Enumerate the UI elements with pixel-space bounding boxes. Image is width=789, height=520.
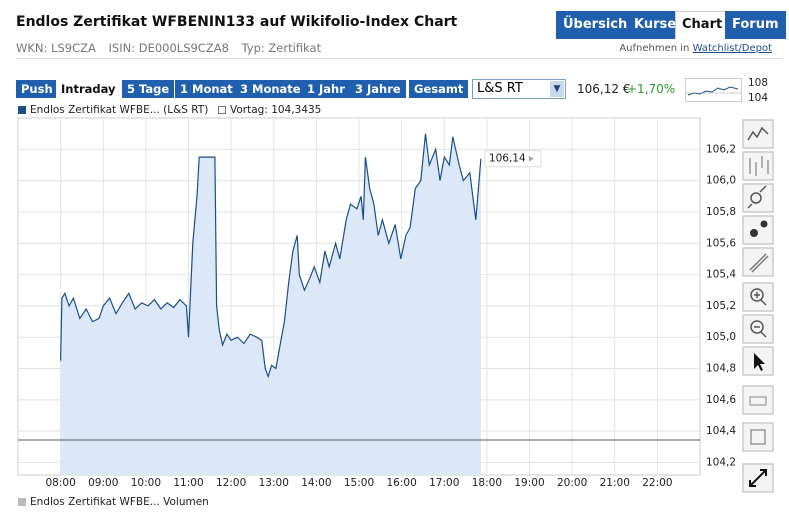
range-button[interactable]: 3 Monate: [235, 80, 306, 98]
tab[interactable]: Übersicht: [556, 11, 641, 39]
tab[interactable]: Chart: [675, 11, 730, 39]
range-button[interactable]: Gesamt: [409, 80, 469, 98]
x-tick-label: 16:00: [386, 477, 416, 489]
x-tick-label: 15:00: [344, 477, 374, 489]
mini-label: 104: [748, 92, 769, 104]
range-button[interactable]: 3 Jahre: [350, 80, 406, 98]
x-tick-label: 14:00: [301, 477, 331, 489]
y-tick-label: 104,8: [706, 363, 736, 375]
tool-button[interactable]: [742, 183, 774, 213]
y-tick-label: 106,2: [706, 143, 736, 155]
end-arrow: [528, 155, 534, 162]
tool-button[interactable]: [742, 247, 774, 277]
legend-swatch: [218, 106, 226, 114]
legend-label: Vortag: 104,3435: [230, 104, 322, 116]
range-button[interactable]: Intraday: [56, 80, 121, 98]
end-label-box: [484, 150, 542, 168]
price: 106,12 €: [577, 82, 631, 96]
info: WKN: LS9CZA: [16, 41, 96, 55]
tab[interactable]: Kurse: [627, 11, 684, 39]
legend-label: Endlos Zertifikat WFBE... Volumen: [30, 496, 209, 508]
change: +1,70%: [627, 82, 676, 96]
select-arrow: ▼: [550, 81, 564, 97]
divider: [16, 58, 783, 59]
info: ISIN: DE000LS9CZA8: [108, 41, 229, 55]
x-tick-label: 11:00: [173, 477, 203, 489]
tool-button[interactable]: [742, 422, 774, 452]
y-tick-label: 105,0: [706, 331, 736, 343]
x-tick-label: 10:00: [131, 477, 161, 489]
watchlist-prefix: Aufnehmen in: [619, 43, 690, 54]
x-tick-label: 08:00: [45, 477, 75, 489]
range-button[interactable]: 1 Monat: [175, 80, 238, 98]
range-button[interactable]: Push: [16, 80, 58, 98]
watchlist-link[interactable]: Watchlist/Depot: [692, 43, 772, 54]
x-tick-label: 22:00: [642, 477, 672, 489]
x-tick-label: 12:00: [216, 477, 246, 489]
mini-chart[interactable]: [685, 78, 742, 102]
mini-line: [686, 86, 741, 96]
tool-button[interactable]: [742, 215, 774, 245]
plot: 104,2 104,4 104,6 104,8 105,0 105,2 105,4 105,6…: [17, 117, 736, 489]
y-tick-label: 104,4: [706, 425, 736, 437]
x-tick-label: 09:00: [88, 477, 118, 489]
y-tick-label: 104,6: [706, 394, 736, 406]
legend-label: Endlos Zertifikat WFBE... (L&S RT): [30, 104, 209, 116]
legend-item: Endlos Zertifikat WFBE... (L&S RT): [18, 104, 208, 116]
legend-swatch: [18, 498, 26, 506]
exchange-select[interactable]: L&S RT ▼: [472, 79, 566, 99]
legend-swatch: [18, 106, 26, 114]
tab[interactable]: Forum: [725, 11, 786, 39]
x-tick-label: 19:00: [514, 477, 544, 489]
watchlist: Aufnehmen in Watchlist/Depot: [619, 43, 772, 54]
y-tick-label: 105,6: [706, 237, 736, 249]
x-tick-label: 13:00: [259, 477, 289, 489]
tool-button[interactable]: [742, 314, 774, 344]
x-tick-label: 18:00: [472, 477, 502, 489]
y-tick-label: 105,8: [706, 206, 736, 218]
x-tick-label: 20:00: [557, 477, 587, 489]
page-title: Endlos Zertifikat WFBENIN133 auf Wikifol…: [16, 14, 458, 30]
range-button[interactable]: 1 Jahr: [302, 80, 350, 98]
mini-label: 108: [748, 77, 769, 89]
tool-button[interactable]: [742, 346, 774, 376]
end-label: 106,14: [489, 153, 526, 165]
x-tick-label: 21:00: [600, 477, 630, 489]
tool-icons: [742, 119, 774, 493]
x-tick-label: 17:00: [429, 477, 459, 489]
legend-item: Vortag: 104,3435: [218, 104, 321, 116]
tool-button[interactable]: [742, 385, 774, 415]
y-tick-label: 106,0: [706, 175, 736, 187]
price-line: [60, 133, 482, 379]
y-tick-label: 104,2: [706, 456, 736, 468]
y-tick-label: 105,4: [706, 269, 736, 281]
legend-item: Endlos Zertifikat WFBE... Volumen: [18, 496, 209, 508]
info-line: WKN: LS9CZA ISIN: DE000LS9CZA8 Typ: Zert…: [16, 41, 330, 55]
tool-button[interactable]: [742, 151, 774, 181]
info: Typ: Zertifikat: [241, 41, 322, 55]
y-tick-label: 105,2: [706, 300, 736, 312]
tool-button[interactable]: [742, 282, 774, 312]
range-button[interactable]: 5 Tage: [122, 80, 175, 98]
exchange: L&S RT: [477, 81, 523, 96]
